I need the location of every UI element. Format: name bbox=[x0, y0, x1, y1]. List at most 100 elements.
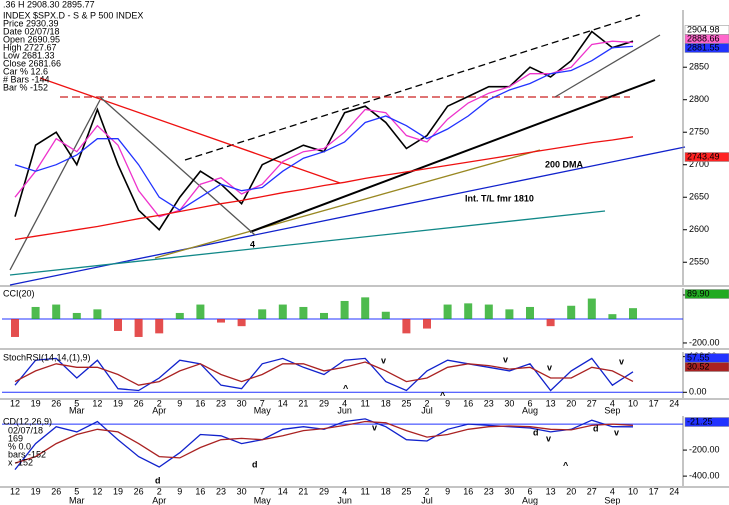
month-label: Mar bbox=[69, 495, 85, 505]
x-tick-label: 25 bbox=[401, 486, 411, 496]
x-tick-label: 13 bbox=[546, 398, 556, 408]
series-line bbox=[14, 420, 634, 464]
panel-title: INDEX $SPX.D - S & P 500 INDEX bbox=[3, 10, 143, 20]
bar bbox=[505, 309, 514, 319]
annotation: v bbox=[614, 427, 619, 437]
info-line: Close 2681.66 bbox=[3, 58, 61, 68]
bar bbox=[93, 309, 102, 319]
x-tick-label: 30 bbox=[504, 398, 514, 408]
bar bbox=[134, 318, 143, 337]
month-label: Jun bbox=[337, 495, 352, 505]
y-tick-label: 2850 bbox=[689, 62, 709, 72]
x-tick-label: 4 bbox=[610, 486, 615, 496]
value-box bbox=[684, 43, 729, 53]
annotation: Int. T/L fmr 1810 bbox=[465, 193, 534, 203]
x-tick-label: 26 bbox=[51, 398, 61, 408]
trendline bbox=[9, 146, 686, 286]
x-tick-label: 23 bbox=[484, 486, 494, 496]
x-tick-label: 4 bbox=[342, 486, 347, 496]
panel-title: CCI(20) bbox=[3, 288, 35, 298]
x-tick-label: 10 bbox=[628, 398, 638, 408]
x-tick-label: 27 bbox=[587, 398, 597, 408]
bar bbox=[587, 298, 596, 319]
bar bbox=[340, 300, 349, 319]
bar bbox=[175, 312, 184, 319]
month-label: Mar bbox=[69, 405, 85, 415]
bar bbox=[258, 309, 267, 319]
value-label: 2743.49 bbox=[687, 151, 720, 161]
month-label: Apr bbox=[152, 495, 166, 505]
y-tick-label: 0.00 bbox=[689, 387, 707, 397]
bar bbox=[608, 314, 617, 319]
bar bbox=[567, 305, 576, 319]
month-label: Aug bbox=[522, 405, 538, 415]
trendline bbox=[184, 14, 641, 161]
x-tick-label: 12 bbox=[10, 486, 20, 496]
x-tick-label: 13 bbox=[546, 486, 556, 496]
x-tick-label: 30 bbox=[504, 486, 514, 496]
bar bbox=[31, 306, 40, 319]
info-line: Open 2690.95 bbox=[3, 34, 60, 44]
y-tick-label: 2750 bbox=[689, 127, 709, 137]
annotation: d bbox=[155, 475, 161, 485]
info-line: High 2727.67 bbox=[3, 42, 57, 52]
price-header: .36 H 2908.30 2895.77 bbox=[3, 0, 95, 9]
month-label: Sep bbox=[604, 495, 620, 505]
info-line: 02/07/18 bbox=[8, 425, 43, 435]
value-label: 57.55 bbox=[687, 352, 710, 362]
x-tick-label: 4 bbox=[610, 398, 615, 408]
month-label: Jul bbox=[421, 495, 433, 505]
info-line: # Bars -144 bbox=[3, 74, 50, 84]
series-line bbox=[14, 45, 634, 211]
x-tick-label: 16 bbox=[195, 486, 205, 496]
x-tick-label: 21 bbox=[298, 398, 308, 408]
x-tick-label: 5 bbox=[74, 398, 79, 408]
bar bbox=[320, 312, 328, 319]
x-tick-label: 19 bbox=[31, 398, 41, 408]
annotation: 4 bbox=[250, 239, 255, 249]
bar bbox=[423, 318, 431, 329]
x-tick-label: 27 bbox=[587, 486, 597, 496]
x-tick-label: 24 bbox=[669, 398, 679, 408]
x-tick-label: 2 bbox=[424, 398, 429, 408]
x-tick-label: 11 bbox=[361, 486, 370, 496]
annotation: ^ bbox=[343, 383, 349, 393]
x-tick-label: 14 bbox=[278, 398, 288, 408]
bar bbox=[278, 304, 287, 319]
x-tick-label: 16 bbox=[195, 398, 205, 408]
info-line: x -152 bbox=[8, 457, 33, 467]
bar bbox=[237, 318, 246, 327]
value-box bbox=[684, 289, 729, 299]
panel-title: CD(12,26,9) bbox=[3, 416, 52, 426]
x-tick-label: 7 bbox=[260, 486, 265, 496]
x-tick-label: 19 bbox=[31, 486, 41, 496]
y-tick-label: 2650 bbox=[689, 192, 709, 202]
value-label: -21.25 bbox=[687, 416, 713, 426]
x-tick-label: 10 bbox=[628, 486, 638, 496]
x-tick-label: 17 bbox=[649, 486, 659, 496]
series-line bbox=[14, 136, 634, 241]
annotation: 200 DMA bbox=[545, 159, 584, 169]
x-tick-label: 12 bbox=[92, 486, 102, 496]
bar bbox=[72, 312, 81, 319]
x-tick-label: 24 bbox=[669, 486, 679, 496]
annotation: ^ bbox=[563, 460, 569, 470]
x-tick-label: 12 bbox=[10, 398, 20, 408]
y-tick-label: 2550 bbox=[689, 257, 709, 267]
x-tick-label: 2 bbox=[157, 398, 162, 408]
bar bbox=[114, 318, 122, 331]
info-line: 169 bbox=[8, 433, 23, 443]
x-tick-label: 12 bbox=[92, 398, 102, 408]
trendline bbox=[9, 210, 606, 276]
x-tick-label: 5 bbox=[74, 486, 79, 496]
bar bbox=[484, 304, 493, 319]
month-label: May bbox=[254, 405, 272, 415]
bar bbox=[526, 306, 534, 319]
x-tick-label: 16 bbox=[463, 486, 473, 496]
annotation: v bbox=[503, 354, 508, 364]
bar bbox=[361, 297, 370, 319]
trendline bbox=[9, 99, 101, 271]
y-tick-label: -400.00 bbox=[689, 470, 720, 480]
value-box bbox=[684, 417, 729, 427]
